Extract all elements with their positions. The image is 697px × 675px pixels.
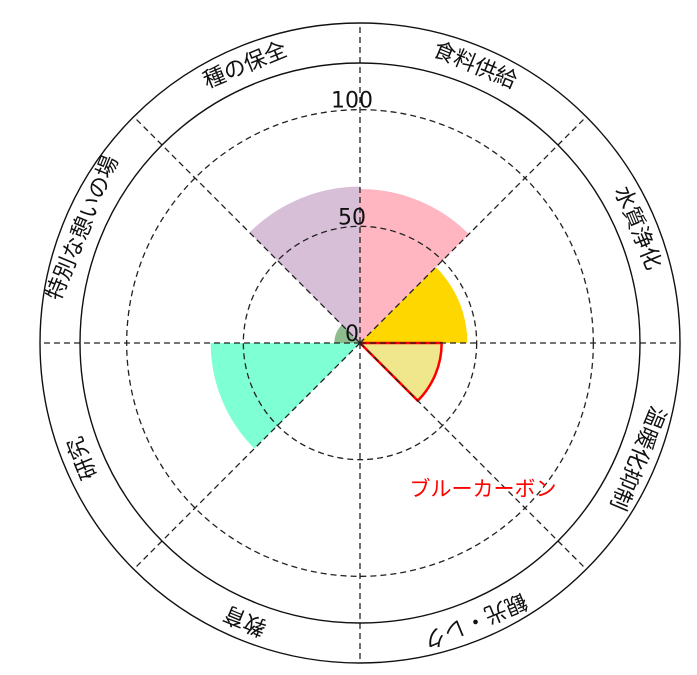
- sector-layer: [210, 186, 469, 449]
- spoke-7: [133, 116, 361, 344]
- grid-layer: [39, 22, 681, 664]
- r-tick-label-0: 0: [345, 322, 359, 347]
- sector-3: [358, 341, 443, 402]
- sector-2: [360, 267, 468, 343]
- category-label-7: 特別な憩いの場: [42, 152, 124, 304]
- category-label-0: 種の保全: [200, 37, 291, 94]
- blue-carbon-annotation: ブルーカーボン: [410, 477, 557, 501]
- category-label-1: 食料供給: [429, 37, 520, 94]
- category-label-4: 観光・レク: [419, 588, 530, 653]
- spoke-5: [133, 342, 361, 570]
- outer-ring: [39, 22, 681, 664]
- spoke-3: [359, 342, 587, 570]
- category-label-3: 温暖化抑制: [605, 402, 670, 513]
- r-tick-label-50: 50: [338, 205, 366, 230]
- inner-ring: [79, 62, 641, 624]
- category-label-2: 水質浄化: [609, 183, 666, 274]
- sector-0: [249, 186, 360, 343]
- r-tick-label-100: 100: [331, 89, 373, 114]
- sector-6: [210, 343, 360, 449]
- sector-1: [360, 189, 469, 343]
- spoke-1: [359, 116, 587, 344]
- grid-circle-50: [242, 225, 478, 461]
- sector-7: [334, 324, 360, 343]
